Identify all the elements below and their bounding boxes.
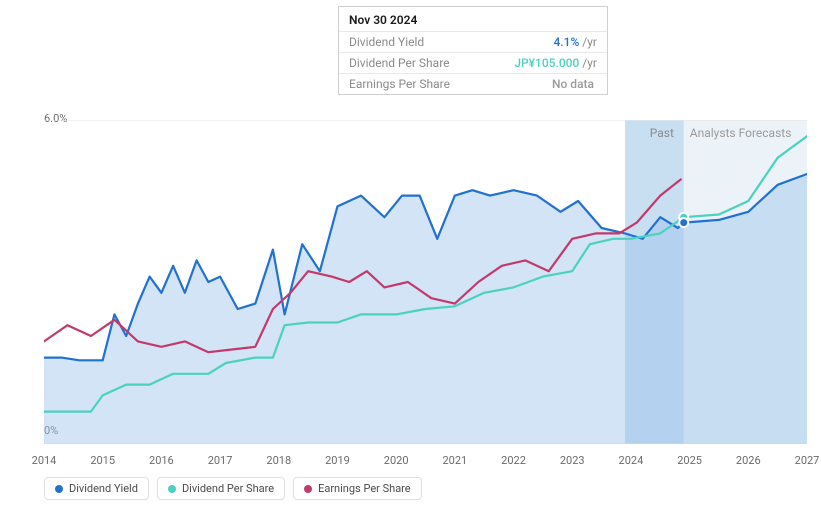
x-tick: 2023 — [560, 454, 585, 467]
tooltip-row-eps: Earnings Per Share No data — [339, 73, 607, 94]
legend-label: Dividend Per Share — [182, 482, 274, 495]
legend-item-eps[interactable]: Earnings Per Share — [293, 477, 422, 500]
tooltip-title: Nov 30 2024 — [339, 7, 607, 31]
x-tick: 2019 — [325, 454, 350, 467]
tooltip-key: Earnings Per Share — [349, 77, 450, 91]
chart-plot[interactable] — [44, 120, 807, 444]
x-tick: 2022 — [501, 454, 526, 467]
tooltip-row-yield: Dividend Yield 4.1%/yr — [339, 31, 607, 52]
chart-legend: Dividend Yield Dividend Per Share Earnin… — [44, 477, 422, 500]
x-tick: 2016 — [149, 454, 174, 467]
legend-item-yield[interactable]: Dividend Yield — [44, 477, 149, 500]
x-tick: 2015 — [90, 454, 115, 467]
legend-dot-icon — [168, 485, 176, 493]
legend-item-dps[interactable]: Dividend Per Share — [157, 477, 285, 500]
dividend-chart: 6.0% 0% Past Analysts Forecasts 20142015… — [0, 0, 821, 508]
tooltip-key: Dividend Per Share — [349, 56, 450, 70]
x-tick: 2025 — [677, 454, 702, 467]
region-label-forecast: Analysts Forecasts — [690, 126, 792, 140]
x-tick: 2024 — [619, 454, 644, 467]
x-tick: 2017 — [208, 454, 233, 467]
tooltip-key: Dividend Yield — [349, 35, 424, 49]
legend-dot-icon — [304, 485, 312, 493]
x-tick: 2018 — [266, 454, 291, 467]
legend-dot-icon — [55, 485, 63, 493]
legend-label: Dividend Yield — [69, 482, 138, 495]
x-tick: 2021 — [442, 454, 467, 467]
region-label-past: Past — [650, 126, 674, 140]
x-tick: 2026 — [736, 454, 761, 467]
x-tick: 2014 — [32, 454, 57, 467]
tooltip-unit: /yr — [582, 56, 597, 70]
x-axis-labels: 2014 2015 2016 2017 2018 2019 2020 2021 2022 2023… — [0, 454, 821, 468]
chart-tooltip: Nov 30 2024 Dividend Yield 4.1%/yr Divid… — [338, 6, 608, 95]
tooltip-value: 4.1% — [553, 35, 579, 49]
tooltip-value: JP¥105.000 — [514, 56, 579, 70]
legend-label: Earnings Per Share — [318, 482, 411, 495]
tooltip-value: No data — [552, 77, 594, 91]
tooltip-row-dps: Dividend Per Share JP¥105.000/yr — [339, 52, 607, 73]
tooltip-unit: /yr — [582, 35, 597, 49]
x-tick: 2027 — [795, 454, 820, 467]
x-tick: 2020 — [384, 454, 409, 467]
